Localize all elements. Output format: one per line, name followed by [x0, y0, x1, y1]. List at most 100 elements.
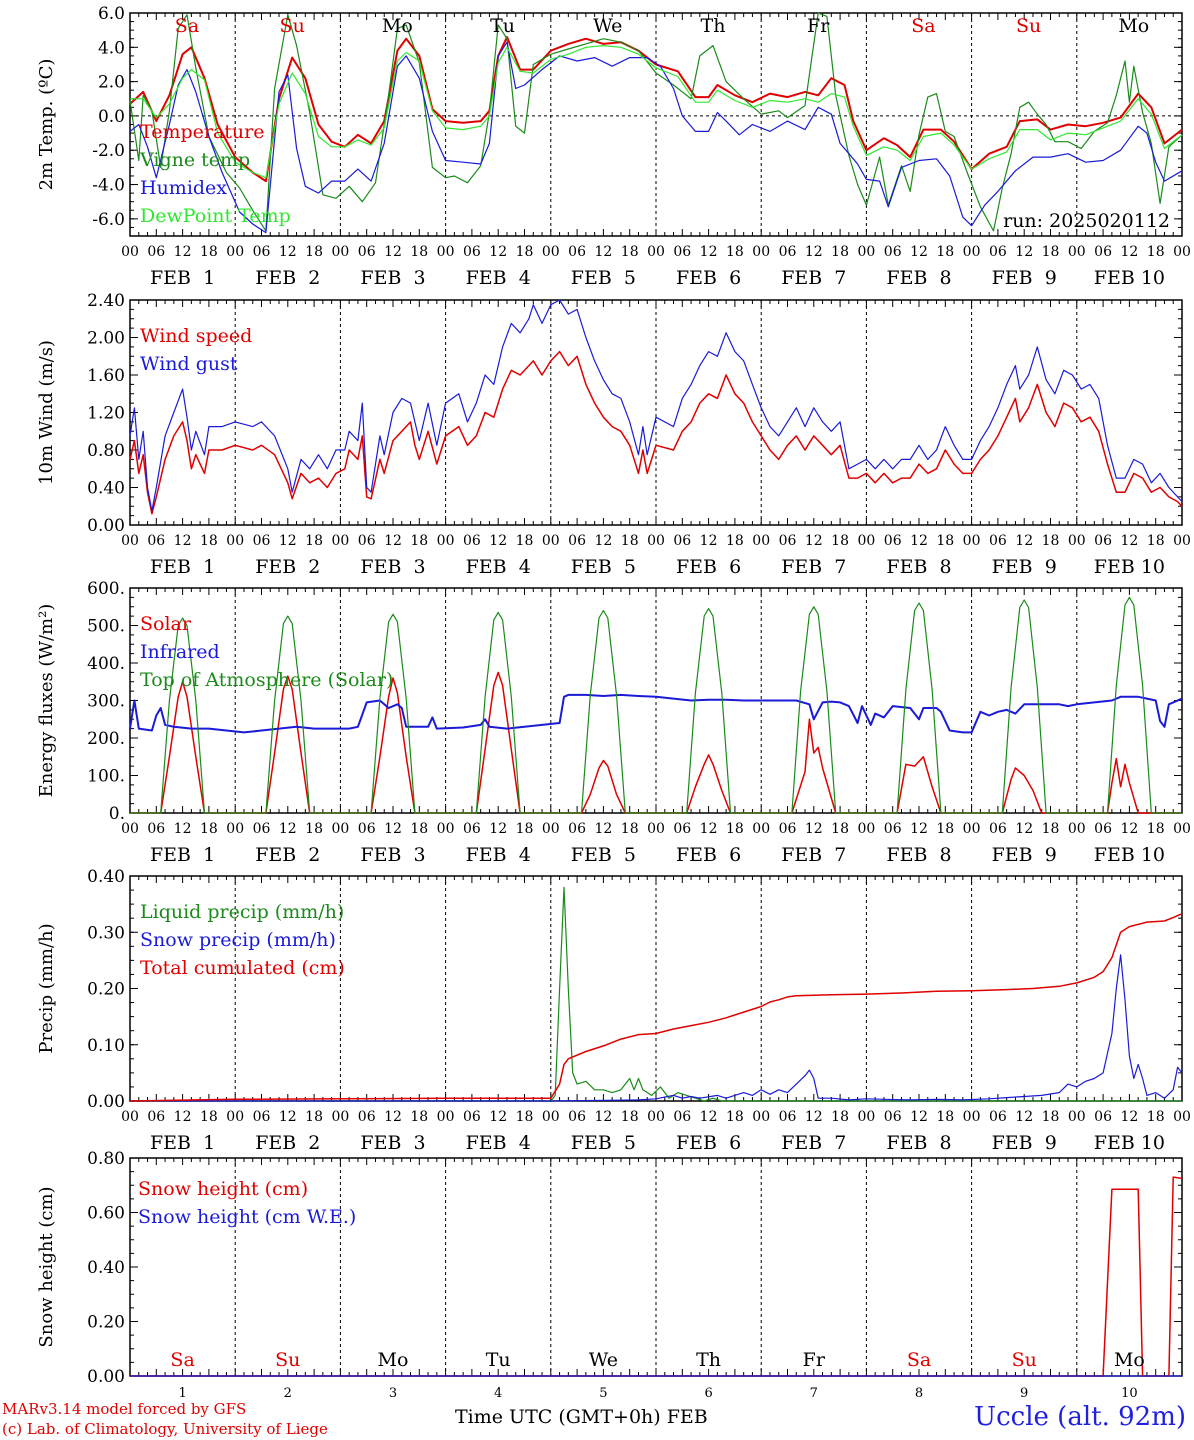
weekday-label: Su — [1016, 15, 1041, 37]
hour-tick-label: 18 — [1147, 1109, 1165, 1125]
y-axis-label: Energy fluxes (W/m²) — [36, 604, 57, 798]
legend-entry: Temperature — [140, 121, 264, 143]
date-label: FEB 3 — [360, 844, 425, 866]
model-credit: MARv3.14 model forced by GFS — [2, 1400, 247, 1418]
hour-tick-label: 18 — [1042, 244, 1060, 260]
date-label: FEB 9 — [992, 844, 1057, 866]
series-line-infrared — [129, 693, 1183, 734]
hour-tick-label: 06 — [358, 1109, 376, 1125]
series-line-wind-speed — [129, 350, 1183, 515]
hour-tick-label: 06 — [568, 821, 586, 837]
weekday-label: Tu — [486, 1349, 511, 1371]
day-number-label: 2 — [284, 1386, 292, 1401]
weekday-label: Th — [696, 1349, 721, 1371]
hour-tick-label: 06 — [463, 533, 481, 549]
hour-tick-label: 12 — [1015, 244, 1033, 260]
hour-tick-label: 00 — [121, 821, 139, 837]
weekday-label: Sa — [907, 1349, 931, 1371]
hour-tick-label: 18 — [516, 1109, 534, 1125]
hour-tick-label: 06 — [253, 821, 271, 837]
hour-tick-label: 00 — [1068, 533, 1086, 549]
weekday-label: We — [589, 1349, 618, 1371]
panel-3: 600. 500. 400. 300. 200. 100. 0. Energy fluxes … — [36, 579, 1191, 866]
hour-tick-label: 12 — [1120, 244, 1138, 260]
legend-entry: Infrared — [140, 641, 220, 663]
hour-tick-label: 00 — [437, 244, 455, 260]
date-label: FEB 10 — [1094, 1132, 1165, 1154]
hour-tick-label: 06 — [463, 1109, 481, 1125]
y-tick-label: 200. — [87, 729, 125, 749]
date-label: FEB 10 — [1094, 556, 1165, 578]
hour-tick-label: 06 — [989, 1109, 1007, 1125]
hour-tick-label: 00 — [226, 1109, 244, 1125]
date-label: FEB 2 — [255, 556, 320, 578]
hour-tick-label: 12 — [1120, 1109, 1138, 1125]
hour-tick-label: 18 — [305, 1109, 323, 1125]
hour-tick-label: 12 — [805, 533, 823, 549]
hour-tick-label: 00 — [1068, 244, 1086, 260]
hour-tick-label: 06 — [358, 244, 376, 260]
weekday-label: We — [593, 15, 622, 37]
hour-tick-label: 06 — [884, 821, 902, 837]
hour-tick-label: 12 — [910, 533, 928, 549]
hour-tick-label: 06 — [1094, 821, 1112, 837]
y-tick-label: 400. — [87, 654, 125, 674]
date-label: FEB 6 — [676, 844, 741, 866]
date-label: FEB 1 — [150, 844, 215, 866]
date-label: FEB 9 — [992, 556, 1057, 578]
hour-tick-label: 00 — [857, 244, 875, 260]
hour-tick-label: 00 — [437, 533, 455, 549]
hour-tick-label: 12 — [910, 821, 928, 837]
legend-entry: Humidex — [140, 177, 227, 199]
hour-tick-label: 06 — [568, 244, 586, 260]
hour-tick-label: 06 — [1094, 533, 1112, 549]
series-line-snow-precip-mm-h- — [130, 954, 1183, 1102]
hour-tick-label: 00 — [542, 244, 560, 260]
hour-tick-label: 06 — [884, 533, 902, 549]
panel-1: 6.0 4.0 2.0 0.0 -2.0 -4.0 -6.0 2m Temp. (ºC) Tem… — [36, 4, 1191, 289]
hour-tick-label: 06 — [253, 244, 271, 260]
y-tick-label: 1.20 — [87, 404, 125, 424]
y-tick-label: 0.00 — [87, 1092, 125, 1112]
hour-tick-label: 06 — [884, 1109, 902, 1125]
hour-tick-label: 06 — [147, 1109, 165, 1125]
hour-tick-label: 18 — [200, 821, 218, 837]
hour-tick-label: 18 — [621, 533, 639, 549]
y-tick-label: 0.40 — [87, 1258, 125, 1278]
date-label: FEB 4 — [466, 844, 531, 866]
hour-tick-label: 00 — [963, 244, 981, 260]
hour-tick-label: 12 — [700, 821, 718, 837]
weekday-label: Mo — [382, 15, 413, 37]
hour-tick-label: 12 — [384, 244, 402, 260]
y-tick-label: 300. — [87, 692, 125, 712]
hour-tick-label: 18 — [516, 821, 534, 837]
hour-tick-label: 12 — [384, 821, 402, 837]
legend-entry: Wind speed — [140, 325, 252, 347]
panel-4: 0.40 0.30 0.20 0.10 0.00 Precip (mm/h) Liquid … — [36, 867, 1191, 1154]
y-axis-label: 10m Wind (m/s) — [36, 340, 57, 485]
date-label: FEB 6 — [676, 267, 741, 289]
hour-tick-label: 00 — [857, 821, 875, 837]
hour-tick-label: 18 — [200, 1109, 218, 1125]
weekday-label: Mo — [378, 1349, 409, 1371]
day-number-label: 4 — [494, 1386, 502, 1401]
date-label: FEB 5 — [571, 1132, 636, 1154]
y-tick-label: 0.60 — [87, 1204, 125, 1224]
weekday-label: Tu — [490, 15, 515, 37]
hour-tick-label: 00 — [226, 244, 244, 260]
hour-tick-label: 06 — [989, 533, 1007, 549]
y-tick-label: 0. — [109, 804, 125, 824]
date-label: FEB 8 — [886, 267, 951, 289]
hour-tick-label: 18 — [621, 821, 639, 837]
hour-tick-label: 12 — [594, 821, 612, 837]
y-axis-label: Precip (mm/h) — [36, 923, 57, 1053]
hour-tick-label: 06 — [147, 821, 165, 837]
hour-tick-label: 18 — [305, 533, 323, 549]
date-label: FEB 3 — [360, 1132, 425, 1154]
legend-entry: Liquid precip (mm/h) — [140, 901, 344, 923]
hour-tick-label: 00 — [1173, 1109, 1191, 1125]
date-label: FEB 9 — [992, 267, 1057, 289]
date-label: FEB 1 — [150, 267, 215, 289]
legend-entry: DewPoint Temp — [140, 205, 291, 227]
